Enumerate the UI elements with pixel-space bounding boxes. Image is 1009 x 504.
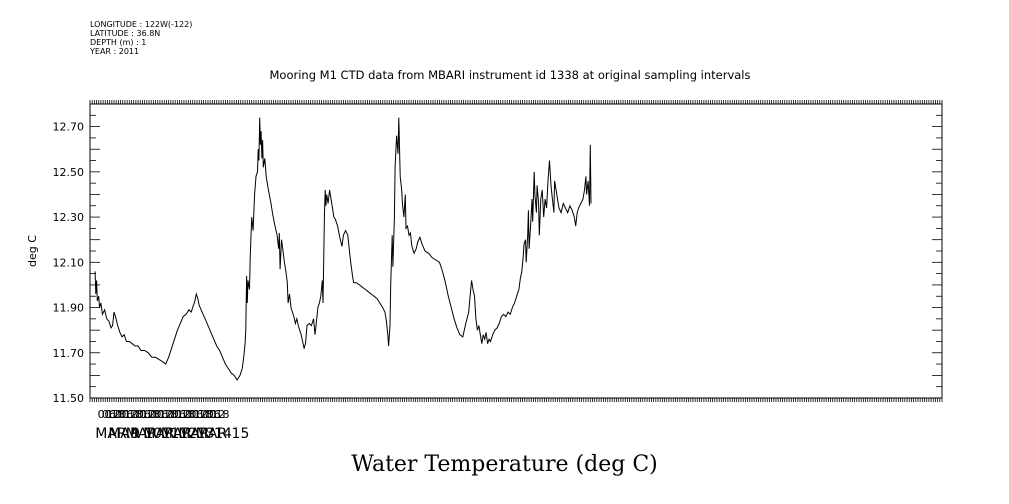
x-tick-label: 18 bbox=[128, 408, 142, 421]
year-label: YEAR : 2011 bbox=[90, 47, 140, 56]
x-day-label: MAR 9 bbox=[95, 426, 140, 442]
x-day-label: MAR 12 bbox=[143, 426, 197, 442]
x-tick-label: 00 bbox=[98, 408, 112, 421]
x-tick-label: 06 bbox=[172, 408, 186, 421]
y-tick-label: 11.50 bbox=[53, 392, 85, 405]
x-day-label: MAR 14 bbox=[178, 426, 232, 442]
depth-label: DEPTH (m) : 1 bbox=[90, 38, 147, 47]
x-tick-label: 06 bbox=[119, 408, 133, 421]
x-tick-label: 00 bbox=[202, 408, 216, 421]
x-tick-label: 18 bbox=[198, 408, 212, 421]
x-day-label: MAR 10 bbox=[108, 426, 162, 442]
x-tick-label: 00 bbox=[150, 408, 164, 421]
x-tick-label: 12 bbox=[159, 408, 173, 421]
y-tick-label: 11.70 bbox=[53, 347, 85, 360]
x-axis-title: Water Temperature (deg C) bbox=[351, 452, 658, 477]
x-tick-label: 18 bbox=[146, 408, 160, 421]
series-line bbox=[94, 117, 592, 381]
x-tick-label: 06 bbox=[102, 408, 116, 421]
y-tick-label: 11.90 bbox=[53, 302, 85, 315]
longitude-label: LONGITUDE : 122W(-122) bbox=[90, 20, 193, 29]
x-tick-label: 00 bbox=[185, 408, 199, 421]
metadata-block: LONGITUDE : 122W(-122) LATITUDE : 36.8N … bbox=[90, 20, 192, 56]
x-tick-label: 18 bbox=[181, 408, 195, 421]
x-tick-label: 12 bbox=[176, 408, 190, 421]
x-tick-label: 12 bbox=[141, 408, 155, 421]
x-tick-label: 06 bbox=[207, 408, 221, 421]
x-tick-label: 06 bbox=[189, 408, 203, 421]
x-tick-label: 18 bbox=[111, 408, 125, 421]
plot-frame bbox=[89, 103, 943, 399]
x-tick-label: 00 bbox=[133, 408, 147, 421]
x-tick-label: 12 bbox=[194, 408, 208, 421]
x-tick-label: 00 bbox=[115, 408, 129, 421]
x-day-label: MAR 15 bbox=[196, 426, 250, 442]
chart-title: Mooring M1 CTD data from MBARI instrumen… bbox=[269, 68, 751, 82]
x-tick-label: 06 bbox=[137, 408, 151, 421]
y-tick-label: 12.70 bbox=[53, 121, 85, 134]
y-tick-label: 12.10 bbox=[53, 256, 85, 269]
x-day-label: MAR 11 bbox=[126, 426, 180, 442]
x-tick-label: 18 bbox=[163, 408, 177, 421]
x-tick-label: 00 bbox=[167, 408, 181, 421]
x-day-label: MAR 13 bbox=[161, 426, 215, 442]
latitude-label: LATITUDE : 36.8N bbox=[90, 29, 161, 38]
y-tick-label: 12.50 bbox=[53, 166, 85, 179]
y-axis-label: deg C bbox=[26, 235, 39, 267]
y-tick-label: 12.30 bbox=[53, 211, 85, 224]
x-tick-label: 18 bbox=[216, 408, 230, 421]
x-tick-label: 12 bbox=[124, 408, 138, 421]
x-tick-label: 12 bbox=[106, 408, 120, 421]
x-tick-label: 12 bbox=[211, 408, 225, 421]
x-tick-label: 06 bbox=[154, 408, 168, 421]
